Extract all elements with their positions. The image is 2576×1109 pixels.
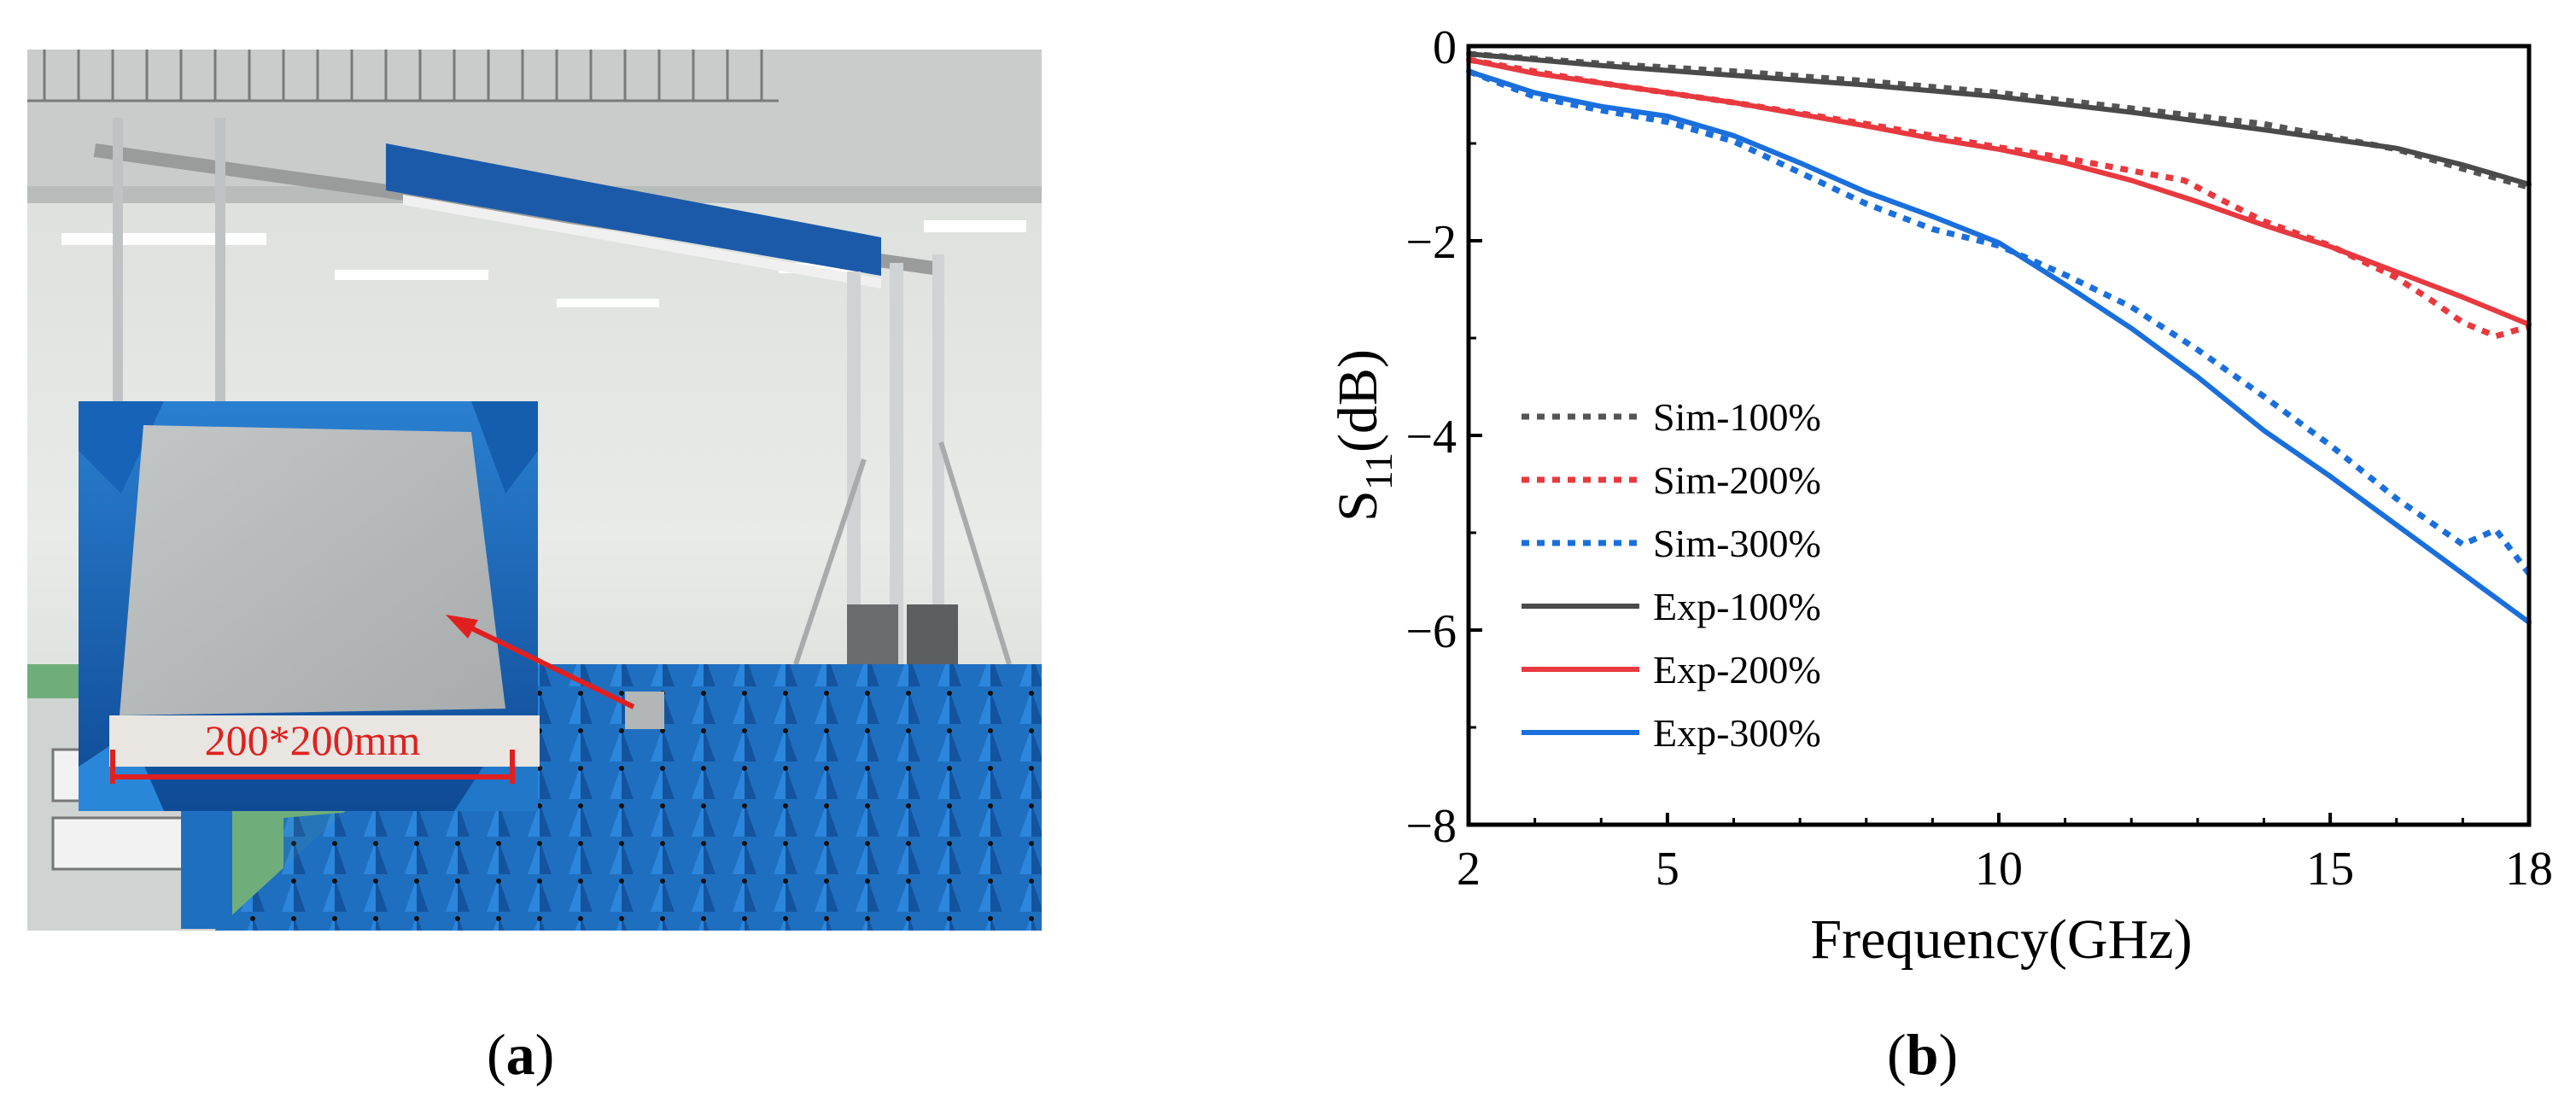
y-tick-label: −6 <box>1405 605 1457 658</box>
y-tick-label: −2 <box>1405 216 1457 269</box>
panel-b-letter: b <box>1906 1022 1939 1087</box>
series-line-exp-100- <box>1466 51 2532 187</box>
plot-frame <box>1466 44 2532 827</box>
series-line-exp-200- <box>1466 57 2532 327</box>
dimension-label: 200*200mm <box>205 716 421 764</box>
legend-label: Sim-300% <box>1653 522 1821 565</box>
legend-label: Sim-100% <box>1653 395 1821 439</box>
legend-label: Exp-100% <box>1653 585 1821 628</box>
plot-area <box>1466 50 2532 625</box>
axis-ticks: 2 5 10 15 18 0 −2 −4 −6 −8 <box>1405 21 2553 896</box>
y-axis-title-tail: (dB) <box>1327 349 1389 452</box>
anechoic-chamber-photo: 200*200mm <box>27 50 1042 931</box>
series-line-sim-100- <box>1468 50 2530 190</box>
legend-label: Sim-200% <box>1653 458 1821 502</box>
panel-a-caption: (a) <box>487 1022 555 1087</box>
series-line-sim-200- <box>1468 56 2530 340</box>
y-tick-label: 0 <box>1433 21 1457 74</box>
x-tick-label: 15 <box>2306 843 2354 896</box>
panel-a-letter: a <box>505 1022 535 1087</box>
legend-label: Exp-300% <box>1653 711 1821 755</box>
legend-label: Exp-200% <box>1653 648 1821 692</box>
legend: Sim-100% Sim-200% Sim-300% Exp-100% Exp-200%… <box>1522 395 1821 755</box>
series-line-sim-300- <box>1467 68 2532 576</box>
x-tick-label: 2 <box>1457 843 1481 896</box>
y-axis-title-subscript: 11 <box>1357 452 1400 490</box>
y-axis-title-main: S <box>1327 490 1389 522</box>
x-tick-label: 5 <box>1656 843 1679 896</box>
x-axis-title: Frequency(GHz) <box>1810 908 2192 971</box>
x-tick-label: 10 <box>1975 843 2023 896</box>
y-tick-label: −4 <box>1405 411 1457 464</box>
y-tick-label: −8 <box>1405 800 1457 853</box>
panel-b-caption: (b) <box>1887 1022 1959 1087</box>
series-line-exp-300- <box>1466 68 2532 625</box>
x-tick-label: 18 <box>2505 843 2553 896</box>
y-axis-title: S11(dB) <box>1327 349 1400 522</box>
